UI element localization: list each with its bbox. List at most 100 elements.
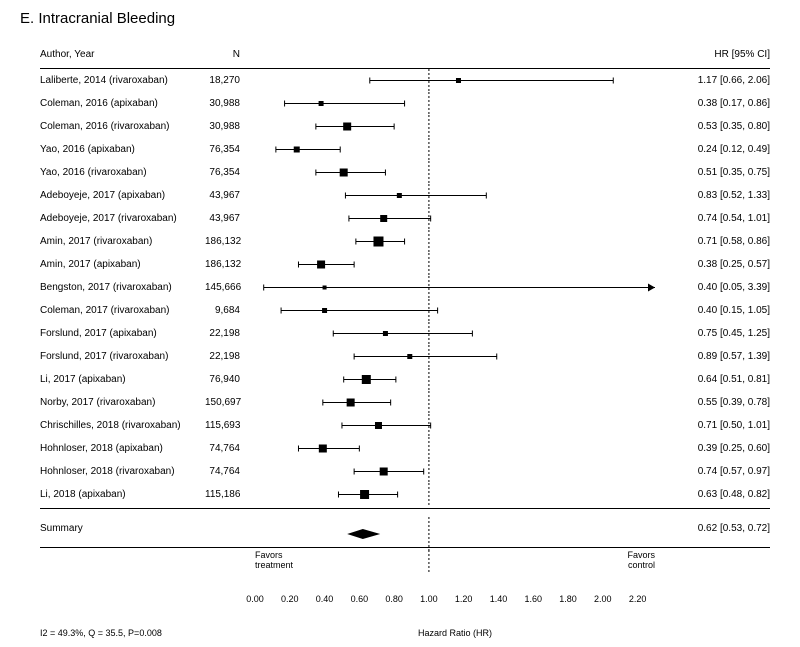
study-author: Coleman, 2016 (rivaroxaban) <box>40 121 205 132</box>
study-row: Yao, 2016 (apixaban)76,354 0.24 [0.12, 0.… <box>40 138 770 161</box>
study-author: Amin, 2017 (rivaroxaban) <box>40 236 205 247</box>
summary-plot <box>255 517 655 540</box>
axis-tick: 1.40 <box>490 594 508 604</box>
study-hr-text: 0.55 [0.39, 0.78] <box>655 397 770 408</box>
study-n: 22,198 <box>205 351 255 362</box>
header-author: Author, Year <box>40 49 205 60</box>
summary-label: Summary <box>40 523 205 534</box>
study-hr-text: 0.40 [0.05, 3.39] <box>655 282 770 293</box>
study-n: 76,940 <box>205 374 255 385</box>
forest-plot: Author, Year N HR [95% CI] Laliberte, 20… <box>40 45 770 638</box>
study-row: Yao, 2016 (rivaroxaban)76,3540.51 [0.35,… <box>40 161 770 184</box>
study-author: Adeboyeje, 2017 (rivaroxaban) <box>40 213 205 224</box>
favors-labels: Favors treatmentFavors control <box>255 550 655 572</box>
header-plot-spacer <box>255 43 655 66</box>
study-row: Li, 2017 (apixaban)76,9400.64 [0.51, 0.8… <box>40 368 770 391</box>
x-axis-label: Hazard Ratio (HR) <box>255 628 655 638</box>
study-row: Laliberte, 2014 (rivaroxaban)18,270 1.17 … <box>40 69 770 92</box>
study-row: Forslund, 2017 (rivaroxaban)22,1980.89 [… <box>40 345 770 368</box>
study-hr-text: 1.17 [0.66, 2.06] <box>655 75 770 86</box>
study-n: 22,198 <box>205 328 255 339</box>
study-n: 43,967 <box>205 213 255 224</box>
study-n: 30,988 <box>205 121 255 132</box>
study-row: Coleman, 2016 (apixaban)30,9880.38 [0.17… <box>40 92 770 115</box>
study-row: Amin, 2017 (apixaban)186,1320.38 [0.25, … <box>40 253 770 276</box>
study-plot <box>255 69 655 92</box>
study-plot <box>255 253 655 276</box>
study-plot <box>255 322 655 345</box>
study-author: Yao, 2016 (apixaban) <box>40 144 205 155</box>
study-row: Coleman, 2016 (rivaroxaban)30,988 0.53 [0… <box>40 115 770 138</box>
study-plot <box>255 345 655 368</box>
study-hr-text: 0.24 [0.12, 0.49] <box>655 144 770 155</box>
study-plot <box>255 276 655 299</box>
axis-tick: 1.20 <box>455 594 473 604</box>
study-row: Adeboyeje, 2017 (apixaban)43,9670.83 [0.… <box>40 184 770 207</box>
study-author: Adeboyeje, 2017 (apixaban) <box>40 190 205 201</box>
axis-tick: 0.40 <box>316 594 334 604</box>
study-n: 74,764 <box>205 466 255 477</box>
rule-above-summary <box>40 508 770 509</box>
study-author: Bengston, 2017 (rivaroxaban) <box>40 282 205 293</box>
axis-tick: 2.20 <box>629 594 647 604</box>
study-author: Coleman, 2017 (rivaroxaban) <box>40 305 205 316</box>
panel-title: E. Intracranial Bleeding <box>20 10 175 27</box>
study-hr-text: 0.74 [0.57, 0.97] <box>655 466 770 477</box>
study-plot <box>255 92 655 115</box>
study-author: Norby, 2017 (rivaroxaban) <box>40 397 205 408</box>
study-author: Chrischilles, 2018 (rivaroxaban) <box>40 420 205 431</box>
study-plot <box>255 391 655 414</box>
study-row: Amin, 2017 (rivaroxaban)186,1320.71 [0.5… <box>40 230 770 253</box>
study-author: Li, 2018 (apixaban) <box>40 489 205 500</box>
study-hr-text: 0.64 [0.51, 0.81] <box>655 374 770 385</box>
axis-tick: 0.20 <box>281 594 299 604</box>
study-row: Adeboyeje, 2017 (rivaroxaban)43,967 0.74 … <box>40 207 770 230</box>
study-author: Laliberte, 2014 (rivaroxaban) <box>40 75 205 86</box>
axis-row: 0.000.200.400.600.801.001.201.401.601.80… <box>40 594 770 608</box>
study-row: Forslund, 2017 (apixaban)22,1980.75 [0.4… <box>40 322 770 345</box>
study-n: 9,684 <box>205 305 255 316</box>
studies-container: Laliberte, 2014 (rivaroxaban)18,270 1.17 … <box>40 69 770 506</box>
study-row: Hohnloser, 2018 (apixaban)74,7640.39 [0.… <box>40 437 770 460</box>
header-n: N <box>205 49 255 60</box>
study-hr-text: 0.53 [0.35, 0.80] <box>655 121 770 132</box>
axis-tick: 0.00 <box>246 594 264 604</box>
summary-row: Summary 0.62 [0.53, 0.72] <box>40 511 770 545</box>
study-n: 186,132 <box>205 259 255 270</box>
x-axis: 0.000.200.400.600.801.001.201.401.601.80… <box>255 594 655 608</box>
study-plot <box>255 483 655 506</box>
study-plot <box>255 138 655 161</box>
study-author: Forslund, 2017 (rivaroxaban) <box>40 351 205 362</box>
study-author: Yao, 2016 (rivaroxaban) <box>40 167 205 178</box>
axis-tick: 0.80 <box>385 594 403 604</box>
study-n: 145,666 <box>205 282 255 293</box>
study-row: Hohnloser, 2018 (rivaroxaban)74,764 0.74 … <box>40 460 770 483</box>
study-n: 115,186 <box>205 489 255 500</box>
axis-tick: 1.80 <box>559 594 577 604</box>
study-plot <box>255 368 655 391</box>
study-author: Amin, 2017 (apixaban) <box>40 259 205 270</box>
study-n: 115,693 <box>205 420 255 431</box>
study-n: 30,988 <box>205 98 255 109</box>
study-hr-text: 0.39 [0.25, 0.60] <box>655 443 770 454</box>
study-author: Hohnloser, 2018 (rivaroxaban) <box>40 466 205 477</box>
study-n: 43,967 <box>205 190 255 201</box>
study-n: 18,270 <box>205 75 255 86</box>
footer-row: I2 = 49.3%, Q = 35.5, P=0.008 Hazard Rat… <box>40 628 770 638</box>
study-hr-text: 0.74 [0.54, 1.01] <box>655 213 770 224</box>
favors-row: Favors treatmentFavors control <box>40 550 770 572</box>
study-hr-text: 0.51 [0.35, 0.75] <box>655 167 770 178</box>
study-plot <box>255 230 655 253</box>
axis-tick: 1.60 <box>524 594 542 604</box>
study-plot <box>255 184 655 207</box>
axis-tick: 0.60 <box>351 594 369 604</box>
axis-tick: 2.00 <box>594 594 612 604</box>
study-hr-text: 0.38 [0.17, 0.86] <box>655 98 770 109</box>
study-plot <box>255 460 655 483</box>
study-plot <box>255 299 655 322</box>
study-plot <box>255 115 655 138</box>
header-hr: HR [95% CI] <box>655 49 770 60</box>
study-n: 76,354 <box>205 144 255 155</box>
header-row: Author, Year N HR [95% CI] <box>40 45 770 69</box>
study-plot <box>255 414 655 437</box>
